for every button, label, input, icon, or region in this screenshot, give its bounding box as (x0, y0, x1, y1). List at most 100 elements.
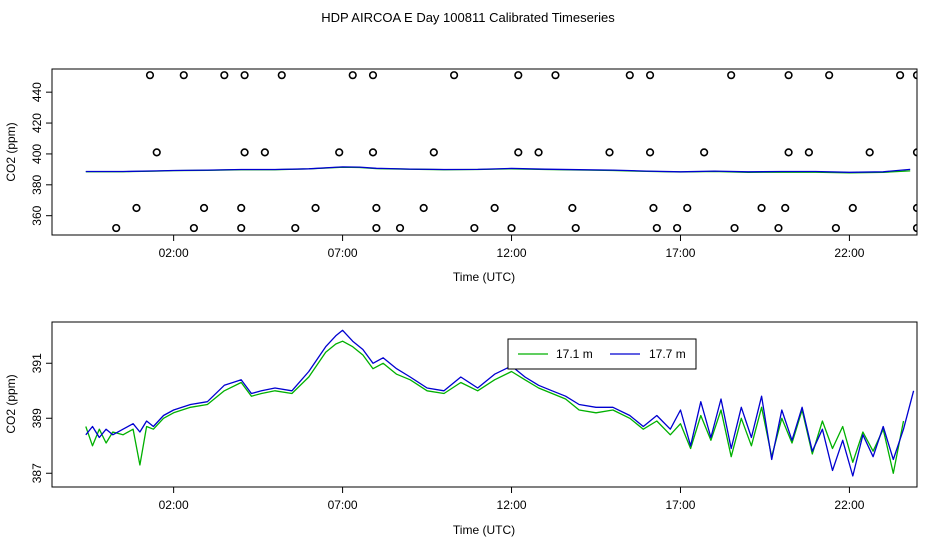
top-y-tick-label: 420 (30, 113, 44, 133)
calibration-point (784, 148, 793, 157)
bottom-panel: 02:00 07:00 12:00 17:00 22:00 387 389 391 Time… (4, 321, 918, 537)
top-y-tick-label: 440 (30, 82, 44, 102)
calibration-point (237, 223, 246, 233)
top-x-tick-label: 07:00 (328, 246, 358, 260)
calibration-point (507, 223, 516, 233)
legend: 17.1 m 17.7 m (507, 338, 697, 370)
calibration-point (132, 203, 141, 213)
calibration-point (571, 223, 580, 233)
top-y-tick-label: 380 (30, 174, 44, 194)
calibration-point (625, 71, 634, 80)
bottom-series-line-17-1-m (85, 340, 905, 474)
calibration-point (568, 203, 577, 213)
calibration-point (335, 148, 344, 157)
calibration-point (429, 148, 438, 157)
calibration-point (831, 223, 841, 233)
legend-label-17-7-m: 17.7 m (649, 347, 686, 361)
legend-label-17-1-m: 17.1 m (556, 347, 593, 361)
bottom-y-tick-label: 391 (30, 353, 44, 373)
calibration-point (368, 71, 378, 80)
top-x-tick-label: 22:00 (834, 246, 864, 260)
top-y-tick-label: 360 (30, 205, 44, 225)
calibration-point (372, 203, 381, 213)
top-x-tick-label: 02:00 (159, 246, 189, 260)
calibration-point (291, 223, 300, 233)
bottom-y-tick-label: 389 (30, 408, 44, 428)
bottom-x-tick-label: 12:00 (497, 498, 527, 512)
calibration-point (804, 148, 813, 157)
calibration-point (514, 148, 523, 157)
calibration-point (645, 148, 655, 157)
calibration-point (189, 223, 199, 233)
calibration-point (727, 71, 736, 80)
calibration-point (649, 203, 658, 213)
calibration-point (730, 223, 739, 233)
top-y-axis-label: CO2 (ppm) (4, 122, 18, 181)
bottom-x-axis-label: Time (UTC) (453, 523, 515, 537)
calibration-point (199, 203, 209, 213)
calibration-point (825, 71, 834, 80)
calibration-point (781, 203, 790, 213)
calibration-point (260, 148, 269, 157)
calibration-point (449, 71, 459, 80)
calibration-point (237, 203, 246, 213)
bottom-x-tick-label: 02:00 (159, 498, 189, 512)
top-y-axis: 360 380 400 420 440 (30, 82, 52, 226)
bottom-y-axis: 387 389 391 (30, 353, 52, 483)
calibration-point (348, 71, 357, 80)
top-x-axis-label: Time (UTC) (453, 270, 515, 284)
calibration-point (912, 203, 917, 213)
calibration-point (372, 223, 381, 233)
calibration-point (652, 223, 661, 233)
calibration-point (112, 223, 121, 233)
calibration-point (683, 203, 692, 213)
calibration-point (395, 223, 405, 233)
calibration-point (534, 148, 543, 157)
calibration-point (240, 71, 249, 80)
bottom-y-tick-label: 387 (30, 463, 44, 483)
top-plot-frame (51, 68, 918, 236)
calibration-point (912, 71, 917, 80)
top-panel: 02:00 07:00 12:00 17:00 22:00 360 380 400 420 44… (4, 68, 918, 284)
top-x-axis: 02:00 07:00 12:00 17:00 22:00 (159, 235, 865, 260)
top-y-tick-label: 400 (30, 144, 44, 164)
bottom-x-tick-label: 22:00 (834, 498, 864, 512)
calibration-point (368, 148, 378, 157)
calibration-point (848, 203, 857, 213)
bottom-y-axis-label: CO2 (ppm) (4, 374, 18, 433)
calibration-point (311, 203, 320, 213)
calibration-point (757, 203, 766, 213)
calibration-point (912, 223, 917, 233)
bottom-plot-frame (51, 321, 918, 488)
calibration-point (605, 148, 614, 157)
bottom-x-tick-label: 17:00 (665, 498, 695, 512)
calibration-point (179, 71, 188, 80)
calibration-point (514, 71, 523, 80)
calibration-point (700, 148, 709, 157)
calibration-point (551, 71, 560, 80)
bottom-marks (85, 329, 915, 477)
calibration-point (784, 71, 793, 80)
figure-title: HDP AIRCOA E Day 100811 Calibrated Times… (321, 10, 615, 25)
top-series-line-1 (85, 166, 911, 173)
calibration-point (145, 71, 155, 80)
calibration-point (896, 71, 905, 80)
calibration-point (240, 148, 249, 157)
calibration-point (419, 203, 428, 213)
calibration-point (645, 71, 655, 80)
calibration-point (470, 223, 479, 233)
calibration-point (672, 223, 682, 233)
calibration-point (865, 148, 874, 157)
calibration-point (277, 71, 286, 80)
top-marks (85, 71, 917, 233)
top-x-tick-label: 12:00 (497, 246, 527, 260)
calibration-point (912, 148, 917, 157)
bottom-x-tick-label: 07:00 (328, 498, 358, 512)
calibration-point (774, 223, 783, 233)
top-x-tick-label: 17:00 (665, 246, 695, 260)
calibration-point (152, 148, 161, 157)
calibration-point (490, 203, 499, 213)
bottom-x-axis: 02:00 07:00 12:00 17:00 22:00 (159, 487, 865, 512)
calibration-point (220, 71, 229, 80)
